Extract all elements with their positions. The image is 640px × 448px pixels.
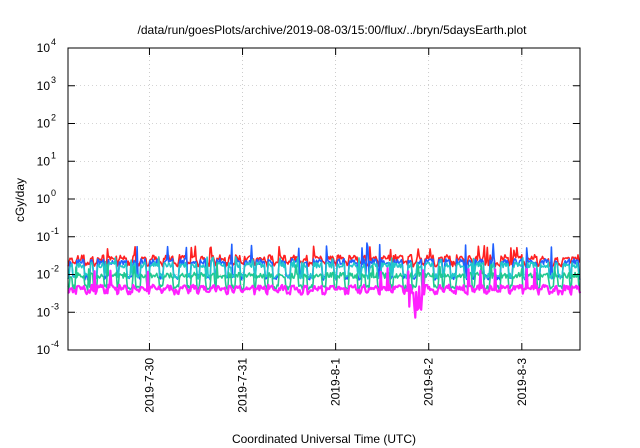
y-tick-exponent: -4	[51, 339, 59, 349]
x-tick-label: 2019-8-2	[422, 358, 436, 406]
y-tick-label: 10	[37, 41, 51, 55]
y-tick-exponent: 4	[51, 37, 56, 47]
series-group	[67, 242, 582, 319]
series-line-5	[67, 267, 582, 319]
x-tick-label: 2019-7-31	[236, 358, 250, 413]
y-tick-exponent: 2	[51, 113, 56, 123]
y-tick-label: 10	[37, 117, 51, 131]
x-axis: 2019-7-30 2019-7-31 2019-8-1 2019-8-2 2019-8…	[142, 48, 529, 413]
y-tick-exponent: 1	[51, 150, 56, 160]
chart-title: /data/run/goesPlots/archive/2019-08-03/1…	[138, 23, 528, 37]
y-tick-label: 10	[37, 305, 51, 319]
y-tick-exponent: -1	[51, 226, 59, 236]
x-tick-label: 2019-8-3	[515, 358, 529, 406]
y-tick-exponent: -3	[51, 301, 59, 311]
y-tick-label: 10	[37, 192, 51, 206]
y-tick-label: 10	[37, 79, 51, 93]
x-axis-label: Coordinated Universal Time (UTC)	[232, 432, 416, 446]
y-tick-exponent: -2	[51, 264, 59, 274]
x-tick-label: 2019-8-1	[329, 358, 343, 406]
y-axis-label: cGy/day	[13, 178, 27, 222]
grid	[68, 48, 580, 350]
x-tick-label: 2019-7-30	[142, 358, 156, 413]
y-tick-label: 10	[37, 230, 51, 244]
y-tick-exponent: 0	[51, 188, 56, 198]
y-tick-exponent: 3	[51, 75, 56, 85]
y-tick-label: 10	[37, 268, 51, 282]
y-tick-label: 10	[37, 343, 51, 357]
y-tick-label: 10	[37, 154, 51, 168]
